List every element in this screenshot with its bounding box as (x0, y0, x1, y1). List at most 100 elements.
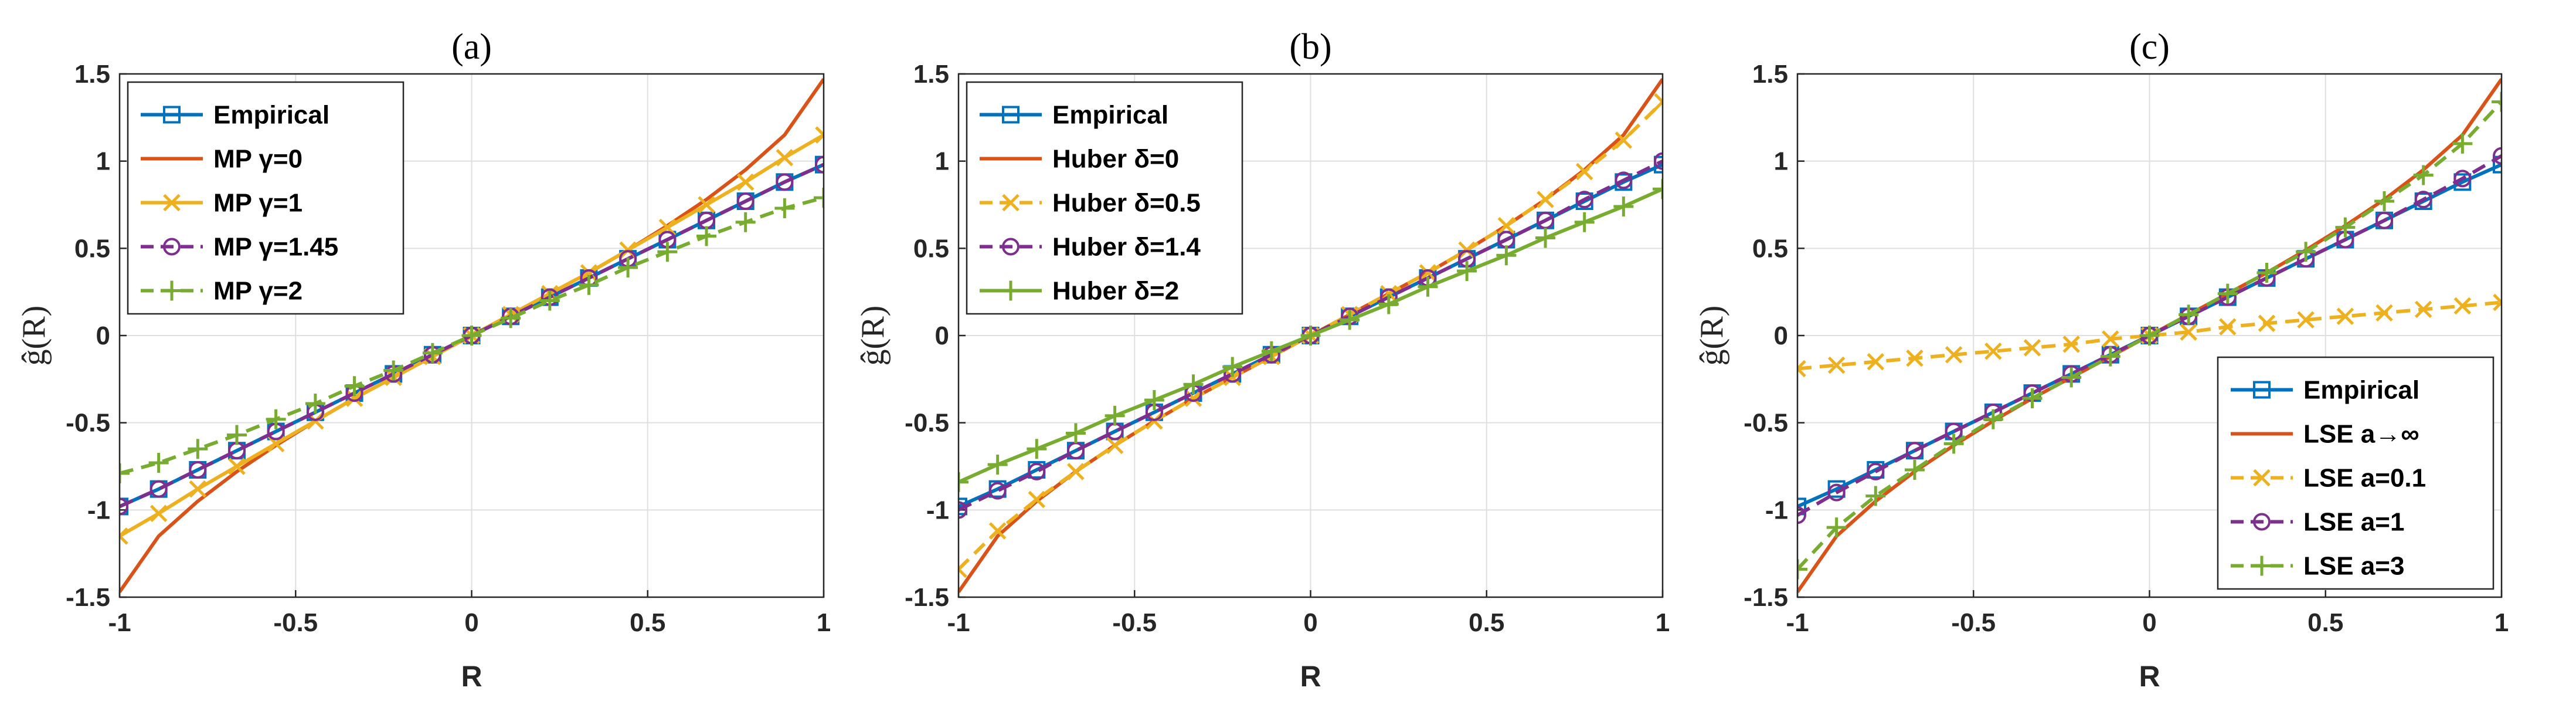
series-layer (120, 78, 824, 593)
y-tick-label: -1.5 (1744, 583, 1788, 612)
data-point (120, 497, 128, 516)
data-point (2453, 297, 2472, 315)
data-point (988, 482, 1007, 500)
data-point (1797, 559, 1807, 580)
x-tick-label: -1 (108, 608, 131, 637)
legend-box (966, 81, 1243, 315)
legend-entry: Huber δ=1.4 (1052, 233, 1201, 262)
data-point (2452, 133, 2473, 154)
x-tick-label: -1 (1786, 608, 1809, 637)
y-tick-label: -0.5 (1744, 409, 1788, 438)
x-tick-label: -0.5 (1112, 608, 1157, 637)
y-tick-label: 1.5 (74, 60, 110, 89)
data-point (774, 198, 795, 218)
data-point (2297, 311, 2315, 329)
legend-entry: MP γ=2 (213, 277, 303, 306)
legend-swatch-marker (1002, 194, 1019, 212)
data-point (2374, 191, 2395, 212)
legend-entry: LSE a=0.1 (2303, 464, 2426, 493)
data-point (2023, 339, 2041, 357)
x-axis-label: R (461, 660, 482, 693)
data-point (1106, 436, 1124, 455)
legend-swatch-marker (1001, 280, 1021, 301)
data-point (2061, 367, 2082, 388)
data-point (1222, 357, 1243, 377)
data-point (1797, 360, 1806, 378)
data-point (1827, 356, 1846, 374)
data-point (1067, 463, 1085, 480)
y-tick-label: -1.5 (66, 583, 110, 612)
data-point (959, 472, 968, 492)
data-point (2256, 262, 2277, 283)
legend-box (2217, 356, 2495, 590)
data-point (1497, 216, 1515, 235)
legend-box (127, 81, 405, 315)
series-layer (1797, 78, 2502, 593)
y-tick-label: 1 (96, 147, 110, 176)
data-point (1261, 341, 1282, 361)
data-point (696, 226, 717, 246)
y-tick-label: 1 (935, 147, 949, 176)
data-point (988, 522, 1007, 540)
data-point (580, 264, 598, 282)
x-tick-label: 1 (2495, 608, 2509, 637)
y-tick-label: 0 (96, 321, 110, 350)
y-tick-label: 1.5 (913, 60, 949, 89)
data-point (735, 212, 756, 232)
data-point (2179, 304, 2199, 325)
legend-entry: Empirical (213, 101, 329, 130)
data-point (189, 460, 207, 479)
panel-title: (a) (451, 27, 492, 67)
chart-panel: -1 -0.5 0 0.5 1-1.5-1-0.500.511.5(b)Rĝ(R)Emp… (855, 27, 1670, 693)
legend: Empirical Huber δ=0 Huber δ=0.5 Huber δ=1.4… (966, 81, 1243, 315)
data-point (226, 425, 247, 445)
data-point (987, 455, 1008, 475)
legend-entry: Huber δ=0.5 (1052, 189, 1201, 218)
legend-entry: LSE a→∞ (2303, 420, 2419, 449)
data-point (618, 258, 638, 278)
data-point (815, 155, 824, 174)
data-point (2414, 191, 2432, 209)
data-point (2493, 293, 2502, 311)
data-point (2413, 165, 2434, 185)
data-point (2335, 217, 2356, 238)
legend-swatch-marker (2253, 381, 2271, 399)
data-point (422, 343, 443, 363)
data-point (2296, 242, 2316, 262)
legend: Empirical MP γ=0 MP γ=1 MP γ=1.45 MP γ=2 (127, 81, 405, 315)
data-point (1615, 131, 1633, 149)
data-point (1184, 390, 1202, 407)
data-point (148, 453, 169, 473)
data-point (305, 393, 325, 414)
data-point (1654, 93, 1663, 111)
data-point (2022, 388, 2043, 409)
data-point (2376, 304, 2393, 322)
x-tick-label: 0.5 (630, 608, 665, 637)
data-point (776, 148, 794, 167)
data-point (1867, 462, 1885, 480)
data-point (1065, 423, 1086, 443)
data-point (2180, 323, 2197, 341)
y-tick-label: -1.5 (905, 583, 949, 612)
legend-swatch-marker (2253, 513, 2271, 531)
data-point (344, 376, 365, 397)
data-point (959, 501, 967, 519)
data-point (2493, 147, 2502, 165)
x-tick-label: -0.5 (273, 608, 318, 637)
data-point (1535, 228, 1556, 248)
data-point (501, 308, 521, 329)
data-point (1905, 442, 1923, 460)
data-point (149, 504, 168, 523)
x-axis-label: R (1300, 660, 1321, 693)
panel-title: (c) (2129, 27, 2170, 67)
y-axis-label: ĝ(R) (16, 306, 52, 366)
data-point (2376, 211, 2394, 229)
legend-swatch-marker (2253, 469, 2271, 487)
data-point (579, 275, 599, 295)
legend-swatch-marker (1002, 238, 1019, 256)
data-point (1943, 434, 1964, 454)
data-point (1653, 179, 1663, 199)
legend: Empirical LSE a→∞ LSE a=0.1 LSE a=1 LSE a=3 (2217, 356, 2495, 590)
data-point (120, 527, 128, 545)
